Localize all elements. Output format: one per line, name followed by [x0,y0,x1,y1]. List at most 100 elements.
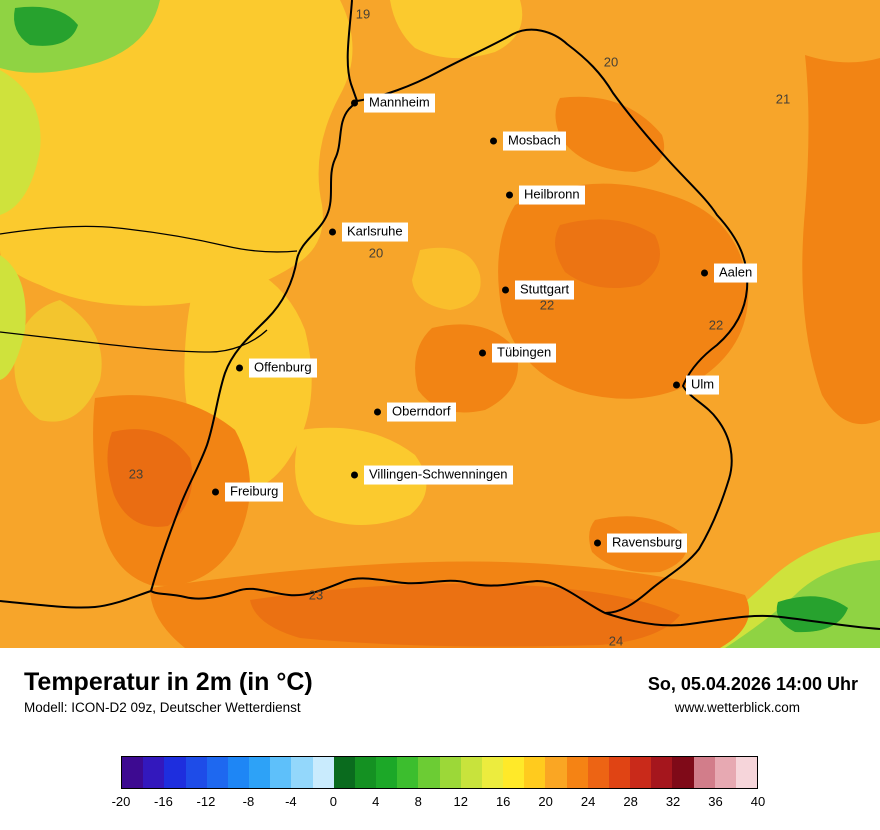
map-overlays: Mannheim Mosbach Heilbronn Karlsruhe Aalen St… [128,6,791,649]
colorbar-tick-label: 8 [414,794,422,809]
colorbar-segment [545,757,567,788]
temperature-value-label: 21 [775,91,791,107]
colorbar-segment [566,757,588,788]
temperature-value-label: 23 [308,587,324,603]
colorbar-segment [376,757,398,788]
colorbar-tick-label: 0 [329,794,337,809]
city-dot-icon [701,269,708,277]
map-title: Temperatur in 2m (in °C) [24,668,313,696]
colorbar-ticks: -20 -16 -12 -8 -4 0 4 8 12 16 20 24 28 32 36 40 [112,794,766,812]
city-dot-icon [594,539,601,547]
city-dot-icon [236,364,243,372]
city-dot-icon [212,488,219,496]
city-label: Mosbach [503,131,566,151]
city-dot-icon [351,471,358,479]
colorbar-segment [122,757,144,788]
colorbar-tick-label: -4 [285,794,297,809]
city-label: Tübingen [492,343,557,363]
colorbar-segment [227,757,250,788]
city-label: Offenburg [249,358,317,378]
city-marker-mannheim: Mannheim [351,93,435,113]
city-dot-icon [374,408,381,416]
city-marker-oberndorf: Oberndorf [374,402,456,422]
colorbar-segment [608,757,631,788]
city-label: Freiburg [225,482,284,502]
colorbar-segment [481,757,504,788]
city-dot-icon [673,381,680,389]
colorbar-segment [312,757,334,788]
colorbar-segment [143,757,165,788]
colorbar-tick-label: 16 [495,794,511,809]
city-label: Ravensburg [607,533,688,553]
city-marker-karlsruhe: Karlsruhe [329,222,408,242]
city-marker-t-bingen: Tübingen [479,343,557,363]
temperature-field-svg [0,0,880,648]
city-label: Heilbronn [519,185,585,205]
city-dot-icon [490,137,497,145]
colorbar-tick-label: 24 [580,794,596,809]
colorbar-segment [460,757,482,788]
colorbar-tick-label: 40 [750,794,766,809]
warm-yellow-regions [0,0,523,525]
colorbar-tick-label: -12 [196,794,216,809]
city-marker-heilbronn: Heilbronn [506,185,585,205]
colorbar-segment [354,757,377,788]
colorbar-segment [672,757,694,788]
city-marker-ulm: Ulm [673,375,720,395]
temperature-value-label: 23 [128,466,144,482]
city-marker-villingen-schwenningen: Villingen-Schwenningen [351,465,513,485]
state-borders [0,0,880,630]
temperature-value-label: 20 [603,54,619,70]
colorbar-segment [630,757,652,788]
colorbar-tick-label: 20 [538,794,553,809]
colorbar-tick-label: -8 [242,794,255,809]
city-label: Mannheim [364,93,435,113]
colorbar-tick-label: 12 [453,794,468,809]
temperature-value-label: 24 [608,633,624,649]
footer-panel: Temperatur in 2m (in °C) So, 05.04.2026 … [0,648,880,830]
city-marker-offenburg: Offenburg [236,358,317,378]
city-label: Aalen [714,263,758,283]
model-info: Modell: ICON-D2 09z, Deutscher Wetterdie… [24,700,301,715]
colorbar-tick-label: 32 [665,794,681,809]
city-marker-ravensburg: Ravensburg [594,533,688,553]
city-label: Villingen-Schwenningen [364,465,513,485]
colorbar-segment [587,757,609,788]
city-marker-aalen: Aalen [701,263,758,283]
colorbar-segment [651,757,673,788]
city-dot-icon [329,228,336,236]
colorbar-segment [439,757,461,788]
colorbar-segment [524,757,546,788]
colorbar [121,756,758,789]
colorbar-segment [735,757,758,788]
website-url: www.wetterblick.com [674,700,800,715]
temperature-map: Mannheim Mosbach Heilbronn Karlsruhe Aalen St… [0,0,880,648]
city-label: Oberndorf [387,402,456,422]
colorbar-segment [693,757,715,788]
subtitle-row: Modell: ICON-D2 09z, Deutscher Wetterdie… [0,697,880,715]
colorbar-segment [249,757,271,788]
colorbar-segment [206,757,228,788]
temperature-value-label: 22 [539,297,555,313]
colorbar-segment [397,757,419,788]
colorbar-tick-label: 4 [372,794,380,809]
colorbar-segment [291,757,313,788]
title-row: Temperatur in 2m (in °C) So, 05.04.2026 … [0,648,880,697]
colorbar-tick-label: -16 [154,794,173,809]
city-dot-icon [506,191,513,199]
temperature-value-label: 19 [355,6,371,22]
colorbar-tick-label: 36 [708,794,723,809]
colorbar-segment [333,757,355,788]
city-marker-freiburg: Freiburg [212,482,284,502]
temperature-value-label: 22 [708,317,724,333]
colorbar-segment [714,757,736,788]
colorbar-tick-label: 28 [623,794,638,809]
colorbar-segment [270,757,292,788]
city-dot-icon [479,349,486,357]
city-label: Ulm [686,375,720,395]
city-dot-icon [502,286,509,294]
yellow-green-edges [0,70,41,380]
colorbar-segment [503,757,525,788]
city-dot-icon [351,99,358,107]
